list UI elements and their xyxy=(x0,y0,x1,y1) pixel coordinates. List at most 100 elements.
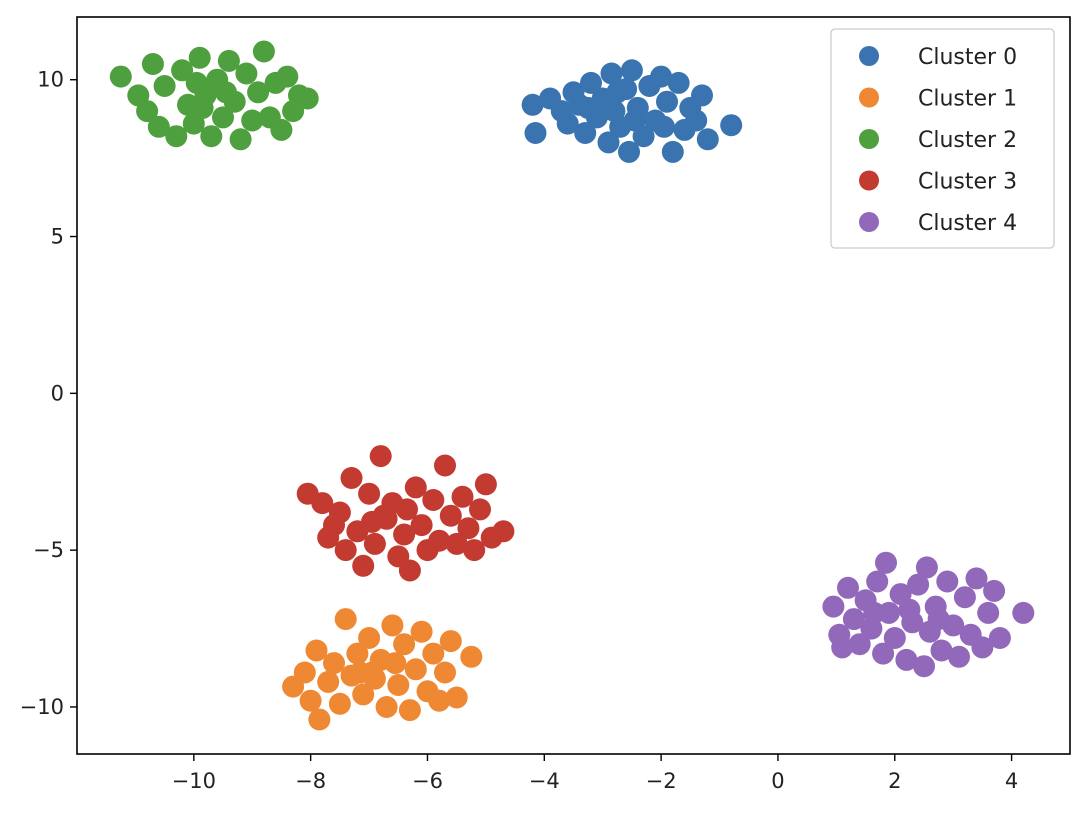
legend-marker xyxy=(859,129,879,149)
point-cluster-2-31 xyxy=(185,71,208,94)
point-cluster-2-6 xyxy=(165,125,188,148)
point-cluster-1-2 xyxy=(299,689,322,712)
point-cluster-2-21 xyxy=(252,40,275,63)
point-cluster-0-31 xyxy=(720,114,743,137)
series-cluster-1 xyxy=(282,608,483,731)
point-cluster-1-18 xyxy=(393,633,416,656)
point-cluster-0-30 xyxy=(696,128,719,151)
point-cluster-1-28 xyxy=(460,645,483,668)
point-cluster-3-15 xyxy=(393,523,416,546)
legend-marker xyxy=(859,170,879,191)
point-cluster-4-14 xyxy=(895,648,918,671)
legend-marker xyxy=(859,46,879,66)
point-cluster-1-11 xyxy=(352,683,375,706)
point-cluster-4-33 xyxy=(898,598,921,621)
point-cluster-0-22 xyxy=(650,65,673,88)
point-cluster-3-1 xyxy=(311,492,334,515)
point-cluster-4-2 xyxy=(831,636,854,659)
point-cluster-2-28 xyxy=(296,87,319,110)
point-cluster-1-19 xyxy=(398,699,421,722)
point-cluster-2-15 xyxy=(217,49,240,72)
point-cluster-4-31 xyxy=(988,627,1011,649)
point-cluster-1-31 xyxy=(349,661,372,684)
legend-item-cluster-0: Cluster 0 xyxy=(859,45,1017,70)
point-cluster-1-24 xyxy=(428,689,451,712)
point-cluster-0-11 xyxy=(597,131,620,154)
point-cluster-0-25 xyxy=(667,71,690,94)
legend-label: Cluster 4 xyxy=(918,211,1017,236)
x-tick-label: −6 xyxy=(412,769,443,793)
point-cluster-1-16 xyxy=(381,614,404,637)
point-cluster-1-8 xyxy=(334,608,357,631)
y-tick-label: −5 xyxy=(33,538,64,562)
point-cluster-1-7 xyxy=(328,692,351,715)
point-cluster-2-10 xyxy=(188,46,211,69)
point-cluster-3-34 xyxy=(361,510,383,533)
point-cluster-2-2 xyxy=(136,100,159,123)
x-tick-label: 0 xyxy=(771,769,784,793)
point-cluster-4-34 xyxy=(927,608,950,631)
point-cluster-3-23 xyxy=(439,504,462,527)
legend-label: Cluster 3 xyxy=(918,170,1017,195)
point-cluster-2-30 xyxy=(215,81,237,104)
point-cluster-1-20 xyxy=(404,658,427,681)
series-cluster-2 xyxy=(109,40,319,151)
point-cluster-4-0 xyxy=(822,595,845,618)
y-tick-label: 10 xyxy=(37,68,64,92)
point-cluster-2-12 xyxy=(200,125,223,148)
legend-label: Cluster 1 xyxy=(918,87,1017,112)
point-cluster-4-18 xyxy=(915,556,938,579)
point-cluster-3-24 xyxy=(445,532,468,555)
point-cluster-4-35 xyxy=(863,601,886,624)
point-cluster-3-33 xyxy=(396,498,418,521)
point-cluster-3-26 xyxy=(457,517,480,540)
point-cluster-3-4 xyxy=(328,501,351,524)
plot-frame xyxy=(76,16,1071,755)
series-cluster-3 xyxy=(296,445,515,582)
point-cluster-0-7 xyxy=(574,122,597,144)
point-cluster-0-34 xyxy=(577,96,600,119)
point-cluster-3-31 xyxy=(492,520,515,543)
points-layer xyxy=(109,40,1035,731)
point-cluster-1-6 xyxy=(323,652,345,675)
point-cluster-0-12 xyxy=(600,62,623,85)
y-axis: 10 5 0 −5 −10 xyxy=(20,68,77,719)
point-cluster-2-20 xyxy=(247,81,270,104)
x-tick-label: −8 xyxy=(295,769,326,793)
legend-marker xyxy=(859,212,879,232)
series-cluster-4 xyxy=(822,551,1035,678)
point-cluster-4-30 xyxy=(983,579,1006,602)
x-tick-label: −2 xyxy=(646,769,677,793)
point-cluster-1-15 xyxy=(375,696,398,718)
point-cluster-4-28 xyxy=(971,636,994,659)
point-cluster-4-3 xyxy=(837,576,859,599)
legend-item-cluster-2: Cluster 2 xyxy=(859,128,1017,153)
legend-frame xyxy=(830,28,1055,249)
point-cluster-1-1 xyxy=(293,661,316,684)
point-cluster-1-30 xyxy=(384,652,407,675)
point-cluster-3-17 xyxy=(404,476,427,499)
point-cluster-2-3 xyxy=(141,53,164,75)
point-cluster-1-26 xyxy=(439,630,462,653)
point-cluster-2-18 xyxy=(235,62,258,85)
point-cluster-4-12 xyxy=(883,627,906,649)
point-cluster-3-27 xyxy=(463,539,486,562)
point-cluster-3-16 xyxy=(398,559,421,582)
x-axis: −10 −8 −6 −4 −2 0 2 4 xyxy=(172,754,1018,793)
legend-marker xyxy=(859,87,879,108)
point-cluster-3-9 xyxy=(358,482,381,505)
point-cluster-4-21 xyxy=(930,639,953,662)
point-cluster-0-29 xyxy=(691,84,713,107)
point-cluster-1-10 xyxy=(346,642,369,665)
point-cluster-2-0 xyxy=(109,65,132,88)
point-cluster-3-10 xyxy=(363,532,386,555)
point-cluster-1-23 xyxy=(422,642,445,665)
point-cluster-1-21 xyxy=(410,620,433,643)
point-cluster-0-8 xyxy=(580,71,602,94)
point-cluster-3-22 xyxy=(434,454,456,477)
legend-label: Cluster 2 xyxy=(918,128,1017,153)
x-tick-label: 4 xyxy=(1005,769,1018,793)
legend-item-cluster-1: Cluster 1 xyxy=(859,87,1017,112)
legend-item-cluster-3: Cluster 3 xyxy=(859,170,1017,195)
